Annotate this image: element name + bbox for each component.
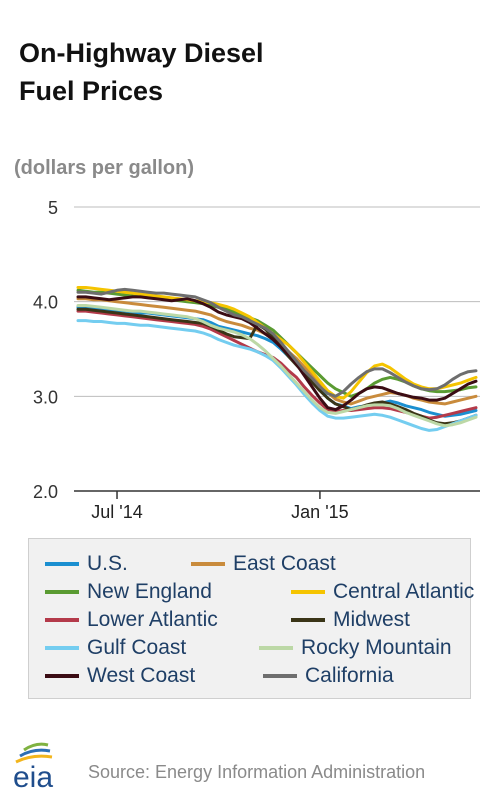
chart-title: On-Highway Diesel Fuel Prices: [19, 34, 439, 110]
chart-title-line-1: On-Highway Diesel: [19, 38, 264, 68]
legend-item-east-coast: East Coast: [191, 550, 336, 578]
chart-legend: U.S. East Coast New England Central Atlanti…: [28, 538, 474, 699]
legend-label: Gulf Coast: [87, 636, 187, 659]
legend-swatch: [45, 618, 79, 622]
legend-label: West Coast: [87, 664, 196, 687]
legend-item-u-s-: U.S.: [45, 550, 128, 578]
chart-title-line-2: Fuel Prices: [19, 76, 164, 106]
legend-label: New England: [87, 580, 212, 603]
legend-label: Central Atlantic: [333, 580, 475, 603]
series-line-rocky-mountain: [76, 304, 478, 428]
legend-item-new-england: New England: [45, 578, 212, 606]
eia-logo-leaf-icon-3: [15, 754, 53, 764]
x-tick-label: Jan '15: [291, 502, 348, 522]
y-tick-label: 4.0: [33, 293, 58, 313]
legend-item-gulf-coast: Gulf Coast: [45, 634, 186, 662]
legend-label: Rocky Mountain: [301, 636, 452, 659]
legend-swatch: [291, 618, 325, 622]
series-line-california: [76, 287, 478, 398]
legend-item-rocky-mountain: Rocky Mountain: [259, 634, 452, 662]
legend-label: Midwest: [333, 608, 411, 631]
legend-swatch: [45, 674, 79, 678]
y-tick-label: 3.0: [33, 387, 58, 407]
y-axis-unit-label: (dollars per gallon): [14, 157, 195, 179]
legend-label: U.S.: [87, 552, 128, 575]
legend-swatch: [191, 562, 225, 566]
legend-swatch: [259, 646, 293, 650]
legend-swatch: [45, 562, 79, 566]
legend-item-california: California: [263, 662, 394, 690]
legend-swatch: [45, 646, 79, 650]
legend-label: California: [305, 664, 394, 687]
legend-label: East Coast: [233, 552, 336, 575]
legend-item-lower-atlantic: Lower Atlantic: [45, 606, 218, 634]
eia-logo: eia: [13, 742, 53, 794]
source-note: Source: Energy Information Administratio…: [88, 762, 426, 782]
eia-logo-text: eia: [13, 761, 53, 794]
series-line-west-coast: [76, 295, 478, 412]
eia-logo-leaf-icon-2: [23, 742, 49, 752]
eia-logo-leaf-icon: [19, 748, 51, 758]
x-tick-label: Jul '14: [91, 502, 142, 522]
legend-item-central-atlantic: Central Atlantic: [291, 578, 474, 606]
legend-item-midwest: Midwest: [291, 606, 410, 634]
y-tick-label: 5: [48, 198, 58, 218]
legend-swatch: [263, 674, 297, 678]
legend-swatch: [291, 590, 325, 594]
y-tick-label: 2.0: [33, 482, 58, 502]
legend-swatch: [45, 590, 79, 594]
legend-label: Lower Atlantic: [87, 608, 218, 631]
line-chart: 2.0 3.0 4.0 5 Jul '14 Jan '15: [33, 198, 480, 522]
legend-item-west-coast: West Coast: [45, 662, 195, 690]
